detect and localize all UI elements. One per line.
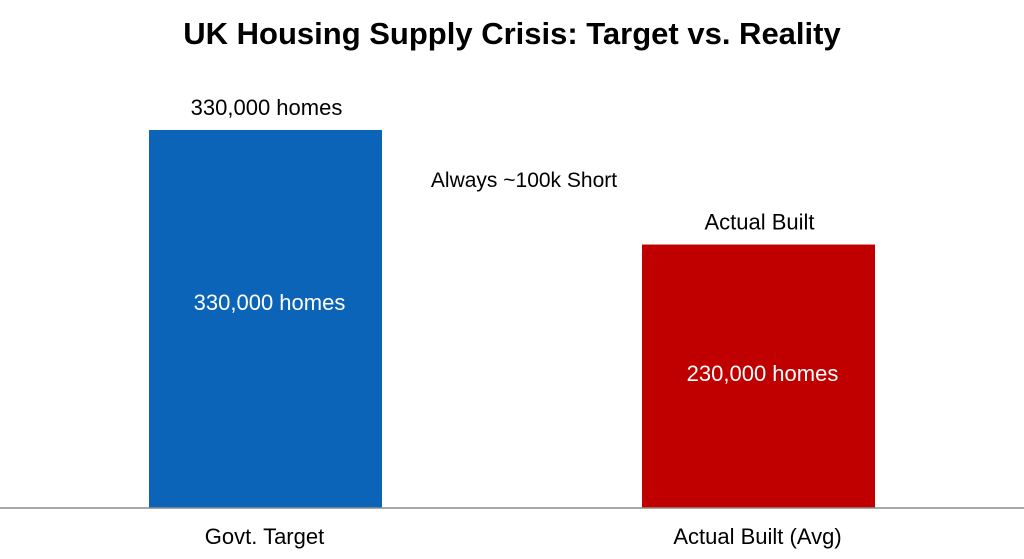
- x-tick-label-0: Govt. Target: [205, 524, 324, 549]
- bar-0: [149, 130, 382, 508]
- chart-title: UK Housing Supply Crisis: Target vs. Rea…: [183, 16, 841, 51]
- bar-top-label-1: Actual Built: [704, 210, 814, 235]
- bar-inner-label-1: 230,000 homes: [687, 361, 839, 386]
- gap-annotation: Always ~100k Short: [431, 169, 617, 192]
- bar-1: [642, 244, 875, 508]
- bar-top-label-0: 330,000 homes: [191, 95, 343, 120]
- x-tick-label-1: Actual Built (Avg): [673, 524, 841, 549]
- bar-inner-label-0: 330,000 homes: [194, 290, 346, 315]
